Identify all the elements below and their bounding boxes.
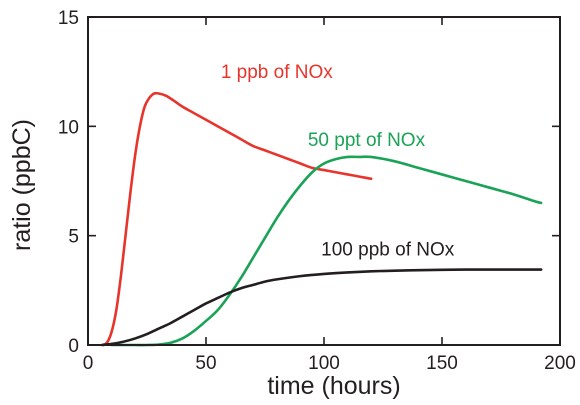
series-label: 100 ppb of NOx <box>321 239 455 260</box>
y-tick-label: 5 <box>68 227 79 248</box>
x-tick-label: 150 <box>426 353 458 374</box>
tick-layer: 0 50 100 150 200 0 5 10 15 <box>58 8 576 374</box>
series-label: 1 ppb of NOx <box>221 62 333 83</box>
series-line <box>110 155 543 347</box>
series-layer <box>100 91 543 347</box>
y-tick-label: 15 <box>58 8 79 29</box>
y-axis-title: ratio (ppbC) <box>8 119 36 251</box>
series-label-layer: 1 ppb of NOx 50 ppt of NOx 100 ppb of NOx <box>221 62 455 260</box>
series-line <box>100 268 543 347</box>
series-line <box>100 91 373 347</box>
y-tick-label: 0 <box>68 336 79 357</box>
x-tick-label: 50 <box>195 353 216 374</box>
series-label: 50 ppt of NOx <box>308 130 426 151</box>
x-tick-label: 100 <box>308 353 340 374</box>
x-tick-label: 0 <box>83 353 94 374</box>
x-tick-label: 200 <box>544 353 576 374</box>
y-tick-label: 10 <box>58 117 79 138</box>
x-axis-title: time (hours) <box>267 372 400 400</box>
